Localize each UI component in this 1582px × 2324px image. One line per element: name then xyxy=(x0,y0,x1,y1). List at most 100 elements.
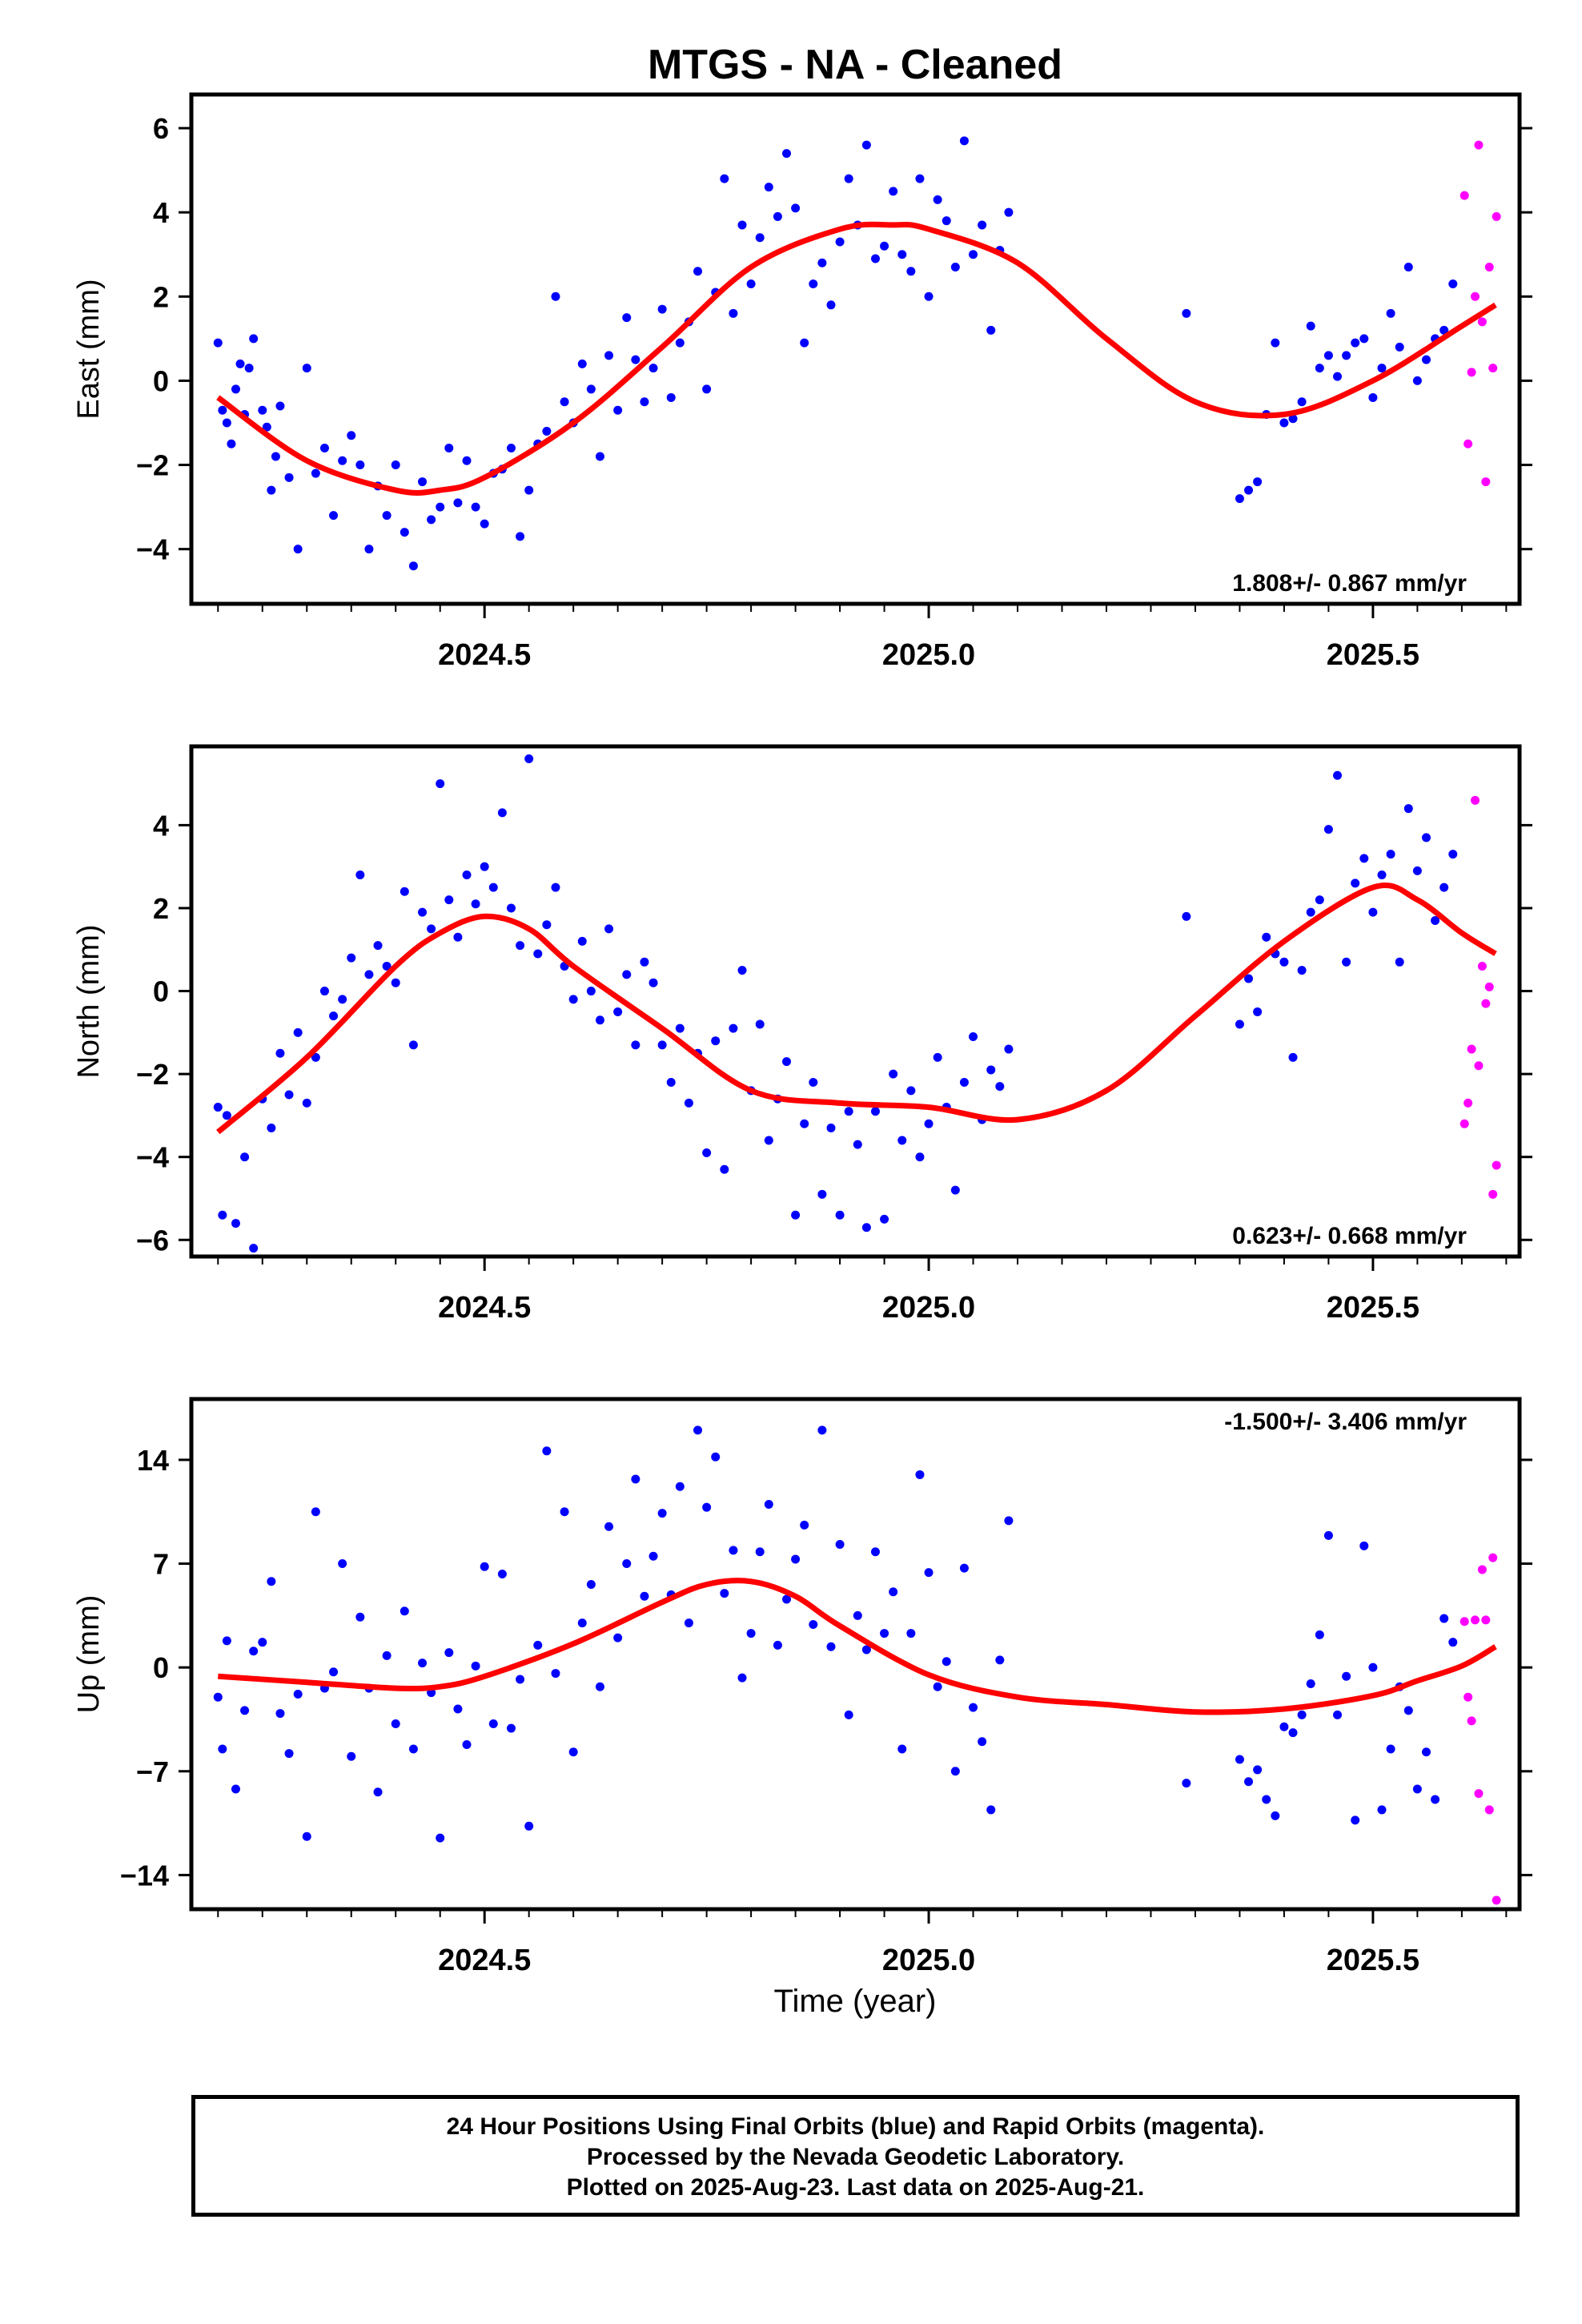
up-final-point xyxy=(631,1474,640,1484)
east-final-point xyxy=(915,174,925,183)
up-final-point xyxy=(844,1710,853,1719)
north-final-point xyxy=(969,1032,978,1042)
north-final-point xyxy=(933,1052,942,1062)
north-final-point xyxy=(1431,916,1440,926)
north-final-point xyxy=(551,883,560,892)
east-final-point xyxy=(382,511,391,521)
east-final-point xyxy=(1004,207,1014,217)
east-final-point xyxy=(959,136,969,146)
east-y-tick-label: 4 xyxy=(153,196,169,229)
up-final-point xyxy=(1235,1755,1244,1764)
up-final-point xyxy=(720,1589,729,1598)
north-final-point xyxy=(347,953,356,963)
east-final-point xyxy=(933,195,942,204)
north-final-point xyxy=(480,862,489,871)
north-final-point xyxy=(648,978,658,987)
east-final-point xyxy=(516,532,525,541)
up-final-point xyxy=(524,1821,534,1831)
up-final-point xyxy=(222,1636,231,1646)
north-final-point xyxy=(684,1098,693,1108)
east-final-point xyxy=(551,292,560,301)
east-final-point xyxy=(1359,334,1369,344)
north-final-point xyxy=(516,941,525,951)
up-final-point xyxy=(453,1704,463,1714)
up-final-point xyxy=(311,1507,320,1517)
east-final-point xyxy=(1315,364,1324,373)
north-rate-label: 0.623+/- 0.668 mm/yr xyxy=(1232,1223,1467,1249)
up-final-point xyxy=(942,1657,951,1667)
east-final-point xyxy=(817,258,827,267)
up-final-point xyxy=(347,1751,356,1761)
up-final-point xyxy=(391,1719,400,1729)
up-final-point xyxy=(1244,1777,1254,1787)
up-final-point xyxy=(1439,1614,1449,1623)
east-final-point xyxy=(906,267,916,276)
up-final-point xyxy=(258,1638,267,1647)
up-final-point xyxy=(444,1648,454,1658)
north-final-point xyxy=(284,1090,294,1100)
north-fit-curve xyxy=(216,882,1497,1135)
north-final-point xyxy=(809,1077,818,1087)
north-y-tick-label: 0 xyxy=(153,975,169,1008)
up-final-point xyxy=(293,1689,303,1699)
north-final-point xyxy=(427,924,436,934)
north-final-point xyxy=(418,907,428,917)
north-final-point xyxy=(533,949,543,959)
up-final-point xyxy=(897,1744,907,1754)
up-y-tick-label: 0 xyxy=(153,1651,169,1684)
up-final-point xyxy=(781,1594,791,1604)
east-rapid-point xyxy=(1471,292,1480,301)
up-final-point xyxy=(773,1640,782,1650)
up-final-point xyxy=(870,1547,880,1557)
up-final-point xyxy=(533,1640,543,1650)
north-final-point xyxy=(817,1189,827,1199)
east-x-tick-label: 2025.0 xyxy=(882,638,975,672)
up-final-point xyxy=(302,1831,311,1841)
east-final-point xyxy=(897,250,907,259)
east-final-point xyxy=(577,359,587,368)
east-final-point xyxy=(924,292,934,301)
up-final-point xyxy=(764,1499,773,1509)
east-final-point xyxy=(791,203,801,213)
north-y-axis-label: North (mm) xyxy=(72,924,106,1078)
east-final-point xyxy=(1182,308,1191,318)
up-final-point xyxy=(213,1692,223,1702)
north-final-point xyxy=(870,1107,880,1116)
up-final-point xyxy=(648,1551,658,1561)
north-final-point xyxy=(453,932,463,942)
up-final-point xyxy=(1403,1706,1413,1715)
north-final-point xyxy=(604,924,614,934)
up-final-point xyxy=(613,1633,623,1642)
north-final-point xyxy=(1448,850,1458,859)
east-y-tick-label: 6 xyxy=(153,112,169,145)
north-final-point xyxy=(1333,770,1343,780)
up-rate-label: -1.500+/- 3.406 mm/yr xyxy=(1224,1409,1467,1435)
up-final-point xyxy=(729,1546,738,1555)
east-final-point xyxy=(1421,355,1431,364)
north-final-point xyxy=(613,1007,623,1016)
east-final-point xyxy=(338,456,347,465)
up-final-point xyxy=(604,1522,614,1531)
up-final-point xyxy=(835,1539,845,1549)
east-final-point xyxy=(1253,477,1263,487)
east-final-point xyxy=(262,422,271,432)
east-final-point xyxy=(258,405,267,415)
up-final-point xyxy=(1448,1638,1458,1647)
panel-north: −6 −4 −2 0 2 4 2024.5 2025.0 2025.5 North (mm) 0.6… xyxy=(72,744,1532,1325)
up-final-point xyxy=(560,1507,569,1517)
up-final-point xyxy=(1368,1663,1378,1672)
north-final-point xyxy=(1421,833,1431,842)
north-final-point xyxy=(355,870,365,880)
north-final-point xyxy=(1244,974,1254,983)
up-rapid-point xyxy=(1474,1789,1484,1799)
east-final-point xyxy=(267,485,276,495)
up-final-point xyxy=(995,1655,1005,1665)
east-final-point xyxy=(329,511,339,521)
east-final-point xyxy=(1323,351,1333,360)
north-final-point xyxy=(711,1036,721,1046)
north-rapid-point xyxy=(1464,1098,1473,1108)
north-x-tick-label: 2025.0 xyxy=(882,1291,975,1325)
north-final-point xyxy=(1235,1019,1244,1029)
up-final-point xyxy=(488,1719,498,1729)
east-final-point xyxy=(595,452,604,461)
